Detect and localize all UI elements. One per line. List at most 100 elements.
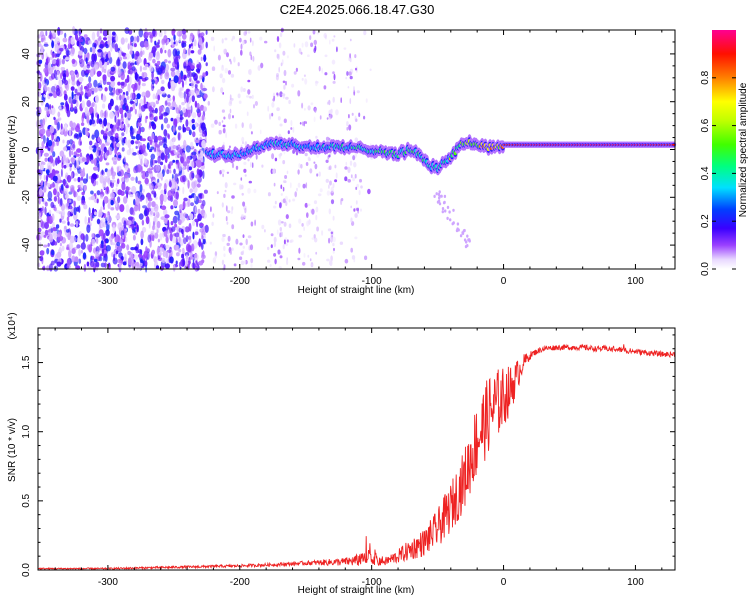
noise-blob bbox=[43, 244, 48, 248]
noise-blob bbox=[177, 173, 180, 177]
noise-blob bbox=[165, 100, 168, 106]
noise-blob bbox=[298, 247, 301, 254]
noise-blob bbox=[314, 163, 318, 170]
noise-blob bbox=[231, 38, 233, 42]
noise-blob bbox=[117, 69, 122, 76]
noise-blob bbox=[181, 80, 185, 88]
noise-blob bbox=[249, 95, 252, 99]
noise-blob bbox=[179, 208, 182, 214]
noise-blob bbox=[178, 204, 184, 210]
noise-blob bbox=[278, 153, 282, 157]
noise-blob bbox=[127, 257, 132, 266]
noise-blob bbox=[181, 228, 184, 234]
noise-blob bbox=[88, 76, 92, 83]
noise-blob bbox=[197, 49, 202, 55]
noise-blob bbox=[276, 107, 280, 112]
colorbar-tick-label: 0.2 bbox=[700, 214, 711, 228]
noise-blob bbox=[116, 241, 121, 247]
noise-blob bbox=[316, 226, 319, 232]
noise-blob bbox=[169, 169, 172, 174]
noise-blob bbox=[211, 221, 214, 226]
noise-blob bbox=[304, 152, 308, 157]
noise-blob bbox=[92, 46, 96, 54]
noise-blob bbox=[349, 75, 353, 80]
noise-blob bbox=[443, 194, 447, 198]
noise-blob bbox=[115, 250, 119, 254]
noise-blob bbox=[252, 55, 255, 62]
noise-blob bbox=[318, 65, 321, 72]
noise-blob bbox=[140, 238, 144, 246]
noise-blob bbox=[158, 182, 160, 186]
noise-blob bbox=[56, 53, 60, 58]
noise-blob bbox=[164, 154, 168, 164]
noise-blob bbox=[250, 263, 253, 268]
noise-blob bbox=[103, 130, 109, 137]
noise-blob bbox=[78, 129, 82, 139]
noise-blob bbox=[135, 176, 138, 184]
noise-blob bbox=[156, 89, 162, 95]
noise-blob bbox=[106, 81, 111, 85]
noise-blob bbox=[174, 232, 180, 238]
snr-x-axis-label: Height of straight line (km) bbox=[298, 585, 415, 596]
noise-blob bbox=[172, 48, 178, 57]
noise-blob bbox=[286, 55, 289, 59]
noise-blob bbox=[121, 242, 126, 249]
noise-blob bbox=[143, 103, 149, 109]
noise-blob bbox=[323, 85, 327, 90]
noise-blob bbox=[163, 117, 169, 124]
noise-blob bbox=[56, 70, 61, 80]
noise-blob bbox=[133, 254, 139, 260]
noise-blob bbox=[221, 77, 226, 84]
noise-blob bbox=[200, 150, 204, 159]
noise-blob bbox=[159, 232, 163, 241]
noise-blob bbox=[80, 176, 84, 181]
noise-blob bbox=[121, 234, 125, 239]
noise-blob bbox=[224, 189, 227, 193]
noise-blob bbox=[172, 264, 176, 272]
noise-blob bbox=[171, 187, 174, 196]
noise-blob bbox=[244, 174, 247, 177]
noise-blob bbox=[313, 116, 316, 123]
noise-blob bbox=[328, 184, 330, 189]
noise-blob bbox=[133, 43, 137, 48]
noise-blob bbox=[85, 234, 89, 242]
noise-blob bbox=[187, 180, 190, 189]
noise-blob bbox=[193, 73, 198, 81]
noise-blob bbox=[247, 31, 251, 34]
noise-blob bbox=[175, 244, 180, 251]
noise-blob bbox=[187, 164, 190, 173]
noise-blob bbox=[345, 76, 348, 80]
noise-blob bbox=[332, 96, 335, 103]
noise-blob bbox=[351, 255, 356, 260]
noise-blob bbox=[81, 191, 85, 196]
noise-blob bbox=[229, 108, 232, 114]
noise-blob bbox=[96, 190, 101, 196]
noise-blob bbox=[226, 52, 229, 58]
noise-blob bbox=[73, 200, 76, 207]
noise-blob bbox=[344, 176, 348, 182]
noise-blob bbox=[77, 85, 81, 93]
noise-blob bbox=[48, 66, 54, 75]
noise-blob bbox=[199, 75, 202, 82]
noise-blob bbox=[103, 232, 106, 242]
noise-blob bbox=[112, 31, 116, 36]
noise-blob bbox=[120, 118, 125, 122]
noise-blob bbox=[91, 31, 96, 41]
noise-blob bbox=[151, 134, 155, 140]
noise-blob bbox=[120, 81, 125, 86]
noise-blob bbox=[138, 28, 144, 38]
noise-blob bbox=[166, 123, 170, 129]
noise-blob bbox=[88, 207, 91, 217]
noise-blob bbox=[200, 56, 203, 62]
noise-blob bbox=[283, 118, 287, 124]
noise-blob bbox=[70, 102, 74, 111]
noise-blob bbox=[313, 47, 317, 54]
noise-blob bbox=[335, 109, 339, 116]
noise-blob bbox=[79, 181, 84, 191]
noise-blob bbox=[340, 198, 344, 202]
noise-blob bbox=[155, 115, 158, 121]
noise-blob bbox=[76, 236, 82, 243]
noise-blob bbox=[255, 153, 258, 160]
noise-blob bbox=[127, 250, 132, 256]
noise-blob bbox=[302, 261, 306, 266]
